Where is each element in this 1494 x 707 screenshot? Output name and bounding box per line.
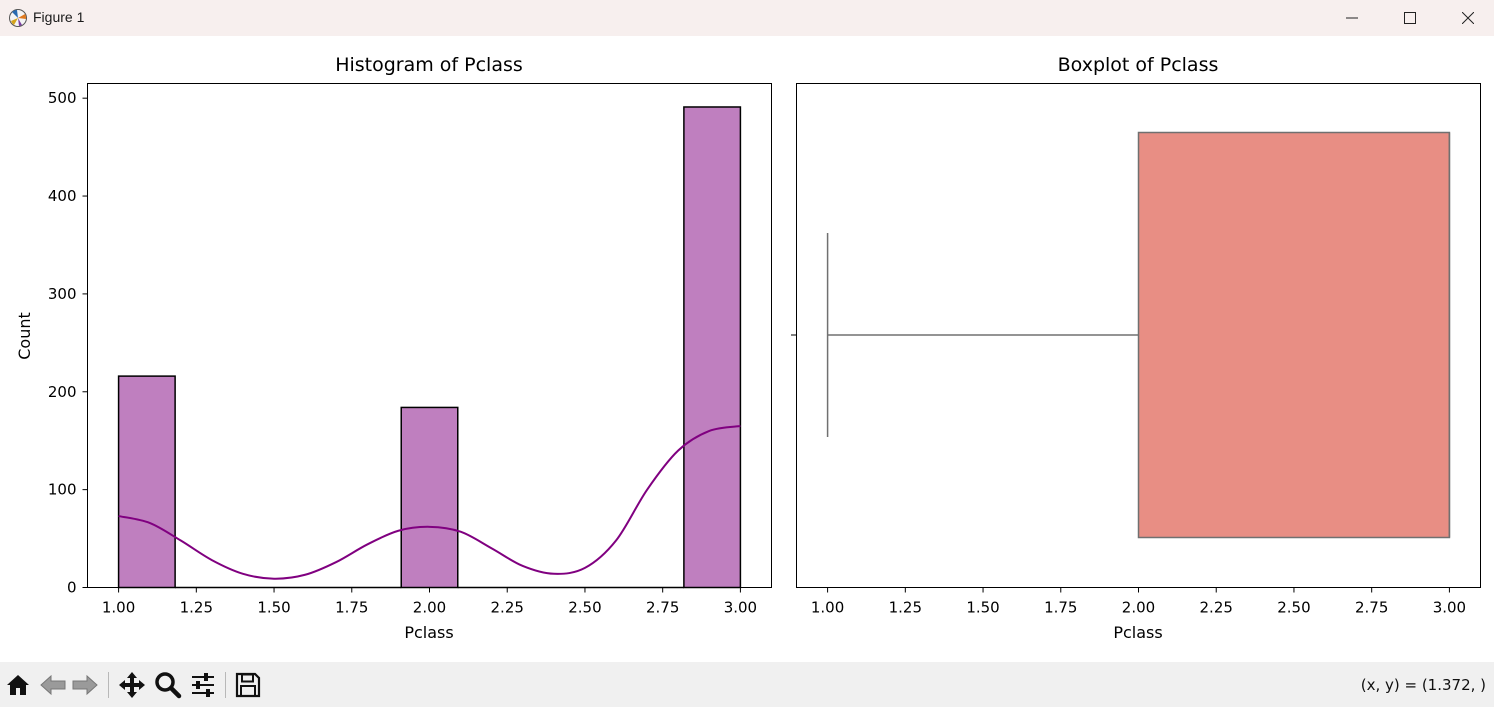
home-button[interactable] xyxy=(3,670,33,700)
kde-line xyxy=(118,425,741,580)
x-tick-label: 2.75 xyxy=(646,599,679,617)
y-tick-label: 400 xyxy=(48,187,77,205)
x-tick-label: 1.50 xyxy=(257,599,290,617)
save-button[interactable] xyxy=(233,670,263,700)
y-tick-label: 200 xyxy=(48,383,77,401)
x-tick-label: 1.25 xyxy=(889,599,922,617)
x-tick-label: 2.00 xyxy=(413,599,446,617)
toolbar-separator xyxy=(225,672,226,698)
forward-icon xyxy=(72,674,98,696)
histogram-axes: Histogram of Pclass 1.00 1.25 1.50 1.75 2.00… xyxy=(15,54,772,642)
histogram-x-label: Pclass xyxy=(404,623,453,642)
boxplot-title: Boxplot of Pclass xyxy=(1058,54,1219,76)
boxplot-x-label: Pclass xyxy=(1113,623,1162,642)
histogram-y-label: Count xyxy=(15,312,34,360)
home-icon xyxy=(7,675,29,695)
maximize-button[interactable] xyxy=(1381,0,1439,36)
configure-icon xyxy=(192,673,214,697)
x-tick-label: 3.00 xyxy=(724,599,757,617)
pan-icon xyxy=(119,672,145,698)
minimize-icon xyxy=(1346,17,1358,19)
x-tick-label: 2.50 xyxy=(1277,599,1310,617)
histogram-bars xyxy=(117,106,742,589)
x-tick-label: 1.00 xyxy=(811,599,844,617)
histogram-title: Histogram of Pclass xyxy=(335,54,523,76)
x-tick-label: 1.00 xyxy=(102,599,135,617)
x-tick-label: 2.75 xyxy=(1355,599,1388,617)
histogram-bar xyxy=(117,375,176,589)
back-button[interactable] xyxy=(38,670,68,700)
boxplot-x-ticks: 1.00 1.25 1.50 1.75 2.00 2.25 2.50 2.75 3.00 xyxy=(811,587,1466,617)
y-tick-label: 300 xyxy=(48,285,77,303)
back-icon xyxy=(40,674,66,696)
histogram-bar xyxy=(683,106,742,589)
boxplot-marks xyxy=(826,131,1451,539)
window-title: Figure 1 xyxy=(33,9,85,25)
histogram-x-ticks: 1.00 1.25 1.50 1.75 2.00 2.25 2.50 2.75 3.00 xyxy=(102,587,757,617)
matplotlib-logo-icon xyxy=(8,8,28,28)
histogram-frame xyxy=(87,83,772,588)
configure-button[interactable] xyxy=(188,670,218,700)
close-button[interactable] xyxy=(1439,0,1494,36)
maximize-icon xyxy=(1404,12,1416,24)
x-tick-label: 1.75 xyxy=(335,599,368,617)
zoom-button[interactable] xyxy=(153,670,183,700)
figure-canvas[interactable]: Histogram of Pclass 1.00 1.25 1.50 1.75 2.00… xyxy=(0,36,1494,662)
box-iqr xyxy=(1137,131,1451,539)
title-bar: Figure 1 xyxy=(0,0,1494,36)
histogram-y-ticks: 0 100 200 300 400 500 xyxy=(48,89,88,597)
toolbar-separator xyxy=(108,672,109,698)
y-tick-label: 0 xyxy=(67,579,77,597)
x-tick-label: 2.25 xyxy=(1200,599,1233,617)
y-tick-label: 100 xyxy=(48,481,77,499)
navigation-toolbar: (x, y) = (1.372, ) xyxy=(0,662,1494,707)
x-tick-label: 2.25 xyxy=(491,599,524,617)
forward-button[interactable] xyxy=(70,670,100,700)
x-tick-label: 2.50 xyxy=(568,599,601,617)
pan-button[interactable] xyxy=(117,670,147,700)
boxplot-frame xyxy=(796,83,1481,588)
boxplot-axes: Boxplot of Pclass 1.00 1.25 1.50 1.75 2.00 2.… xyxy=(791,54,1481,642)
cursor-coordinates: (x, y) = (1.372, ) xyxy=(1360,676,1486,694)
x-tick-label: 2.00 xyxy=(1122,599,1155,617)
save-icon xyxy=(235,672,261,698)
zoom-icon xyxy=(155,672,182,699)
x-tick-label: 3.00 xyxy=(1433,599,1466,617)
y-tick-label: 500 xyxy=(48,89,77,107)
x-tick-label: 1.25 xyxy=(180,599,213,617)
histogram-bar xyxy=(400,406,459,589)
x-tick-label: 1.75 xyxy=(1044,599,1077,617)
close-icon xyxy=(1462,12,1474,24)
x-tick-label: 1.50 xyxy=(966,599,999,617)
minimize-button[interactable] xyxy=(1323,0,1381,36)
